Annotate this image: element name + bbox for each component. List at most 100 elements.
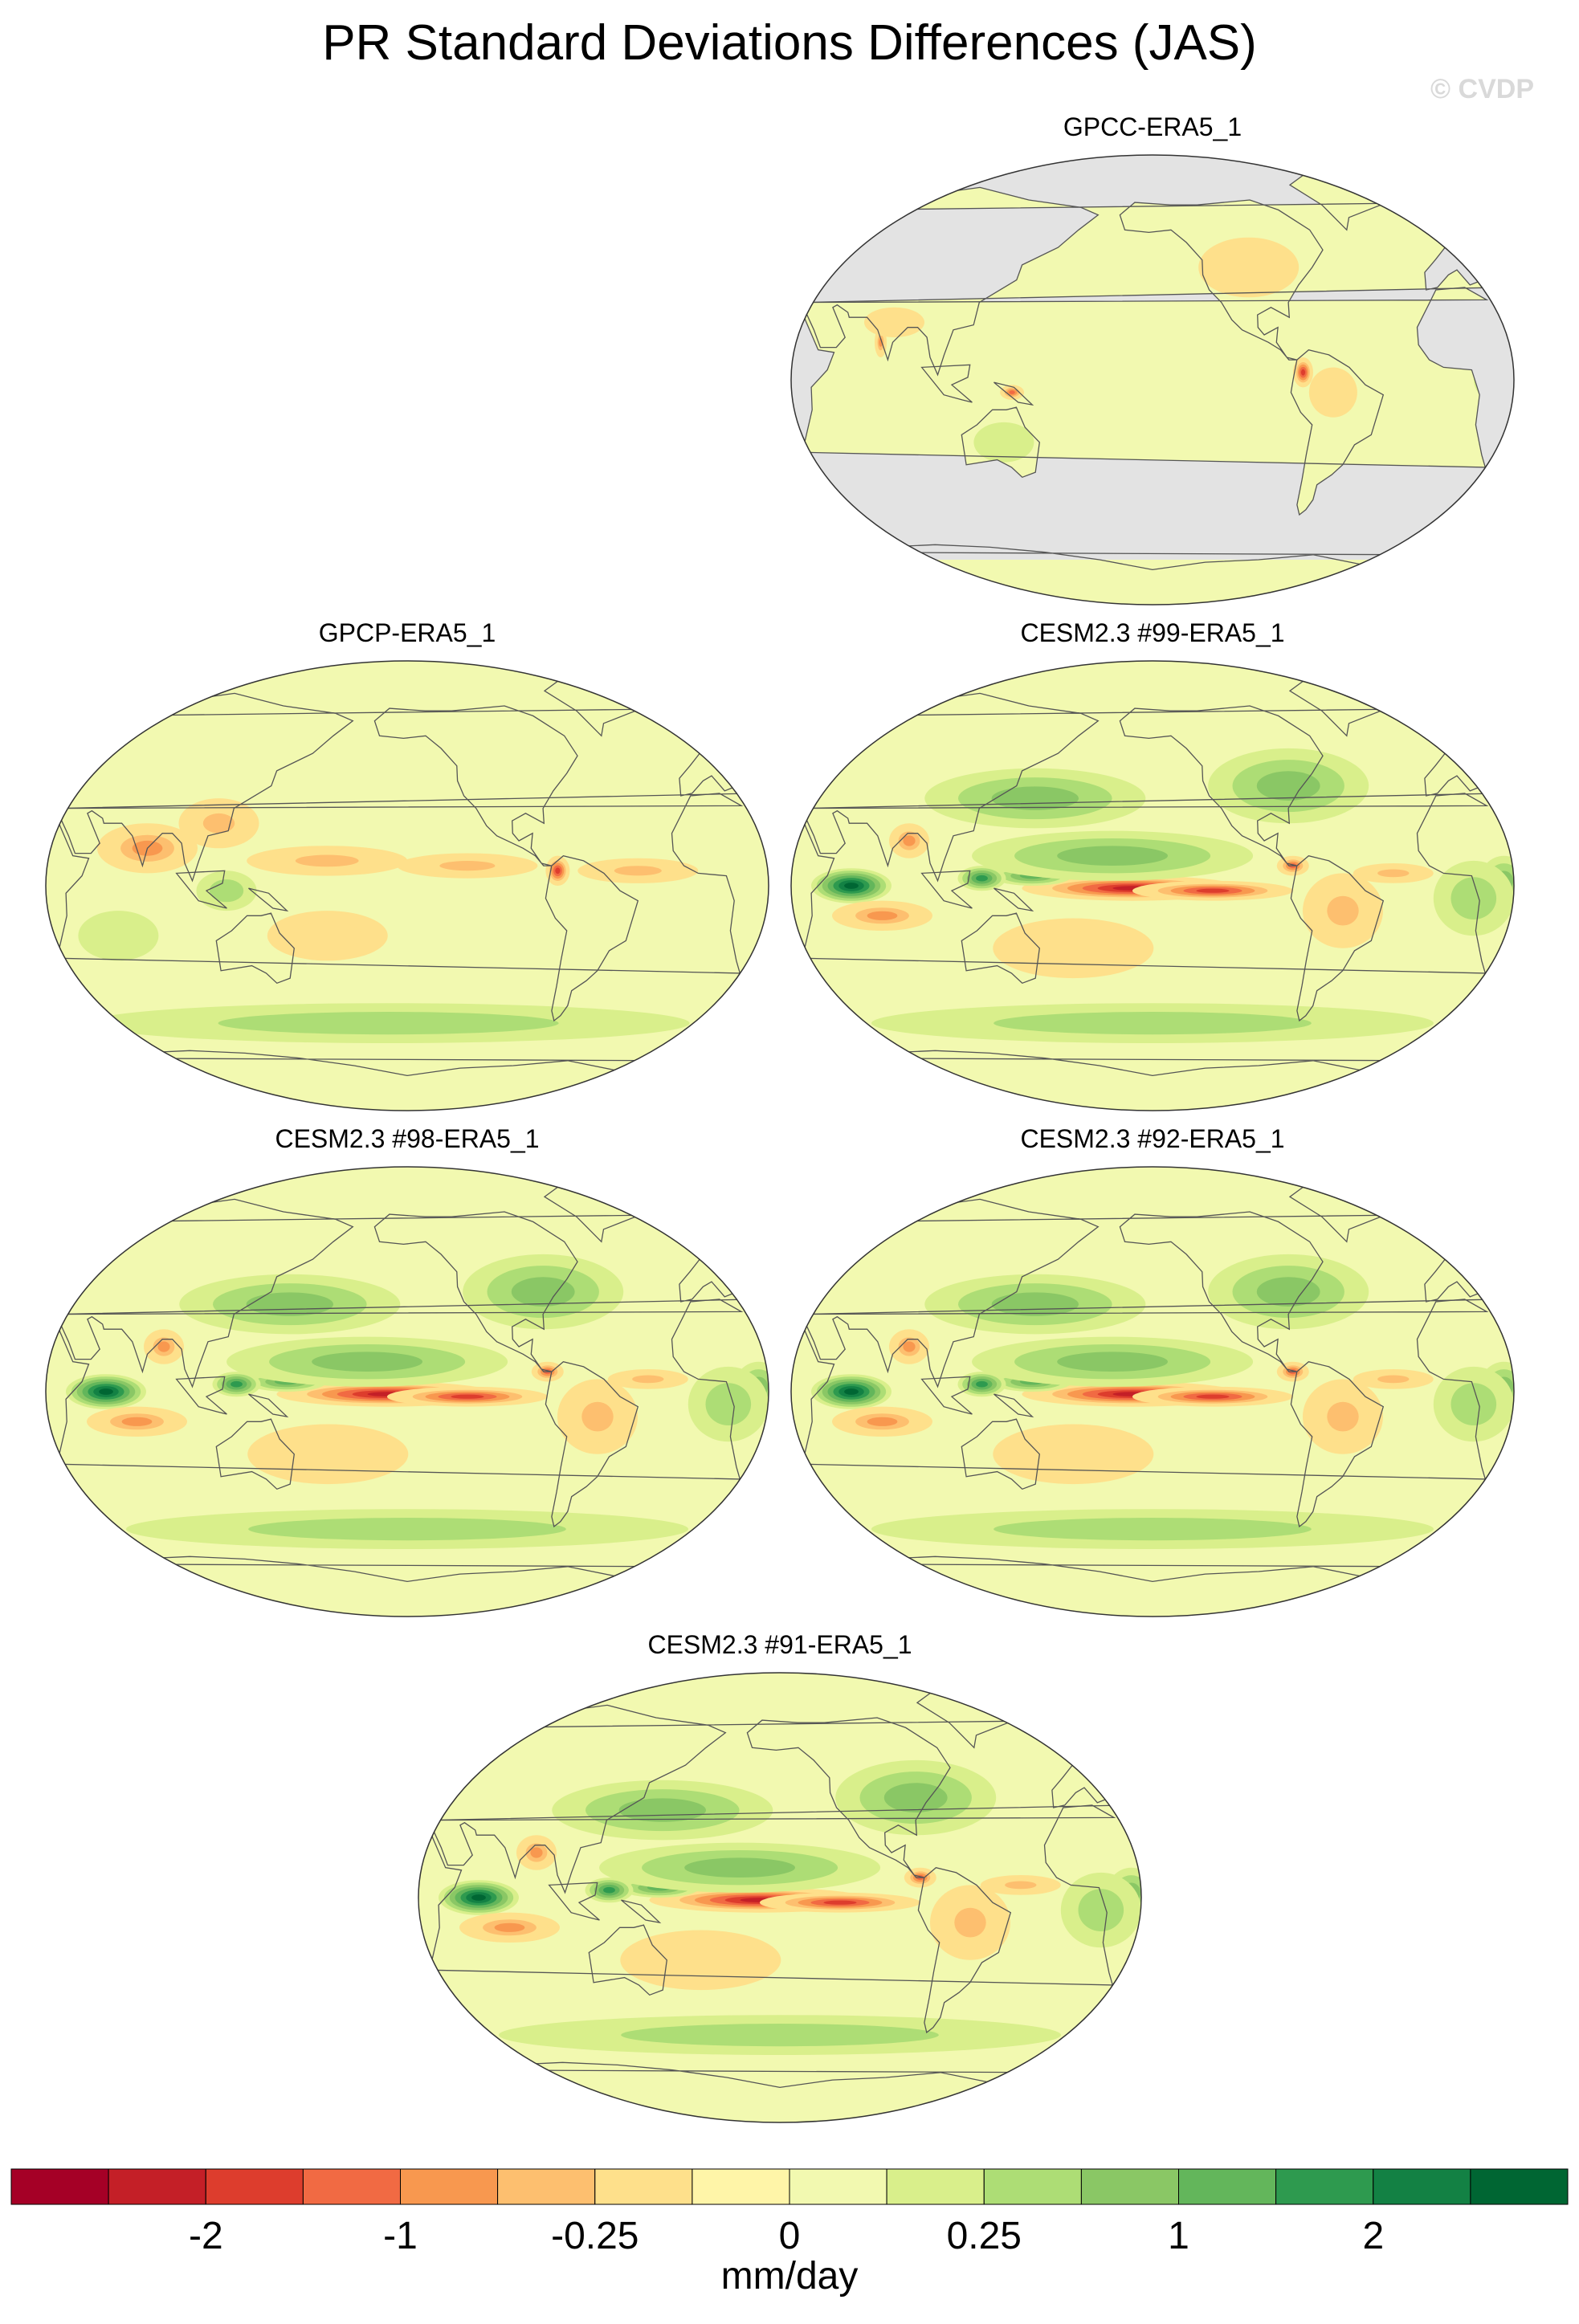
anomaly-contour: [1057, 1352, 1168, 1372]
coastline: [548, 1882, 600, 1921]
coastline: [1290, 1360, 1385, 1528]
anomaly-contour: [867, 1417, 898, 1426]
anomaly-contour: [994, 1012, 1312, 1035]
anomaly-contour: [877, 313, 912, 331]
coastline: [746, 1717, 951, 1878]
anomaly-contour: [844, 883, 859, 889]
anomaly-contour: [994, 1518, 1312, 1541]
anomaly-contour: [1009, 390, 1015, 394]
anomaly-contour: [603, 1886, 615, 1894]
anomaly-contour: [530, 1847, 543, 1858]
anomaly-contour: [867, 911, 898, 920]
figure-title: PR Standard Deviations Differences (JAS): [322, 15, 1257, 71]
anomaly-contour: [1450, 1383, 1497, 1425]
anomaly-contour: [451, 1394, 484, 1399]
coastline: [994, 887, 1034, 912]
map-panel-cesm-92: CESM2.3 #92-ERA5_1: [787, 1124, 1518, 1622]
coastline: [373, 1211, 578, 1372]
coastline: [248, 887, 289, 912]
map-panel-cesm-98: CESM2.3 #98-ERA5_1: [42, 1124, 773, 1622]
coastline: [994, 1393, 1034, 1418]
anomaly-contour: [78, 911, 159, 961]
land-africa: [801, 287, 1487, 467]
anomaly-contour: [883, 1783, 948, 1812]
map-border: [790, 154, 1515, 605]
anomaly-contour: [621, 2024, 939, 2047]
coastline: [545, 854, 639, 1022]
land-indonesia: [921, 365, 973, 402]
map-cesm-91: [418, 1672, 1142, 2123]
colorbar-swatch: [886, 2168, 985, 2205]
coastline: [1290, 854, 1385, 1022]
anomaly-contour: [581, 1401, 614, 1432]
coastline: [961, 912, 1040, 985]
colorbar-swatch: [1080, 2168, 1180, 2205]
anomaly-contour: [976, 1380, 988, 1388]
coastline: [961, 1418, 1040, 1490]
colorbar-swatch: [594, 2168, 693, 2205]
coastline: [427, 1804, 1116, 1986]
anomaly-contour: [684, 1857, 795, 1878]
map-panel-cesm-91: CESM2.3 #91-ERA5_1: [414, 1630, 1145, 2128]
colorbar-swatch: [108, 2168, 206, 2205]
anomaly-contour: [218, 1012, 559, 1035]
coastline: [920, 1376, 973, 1415]
anomaly-contour: [976, 875, 988, 882]
anomaly-contour: [312, 1352, 422, 1372]
colorbar-swatch: [1470, 2168, 1569, 2205]
coastline: [55, 793, 744, 974]
colorbar-tick-label: 1: [1168, 2215, 1189, 2257]
map-border: [45, 1166, 769, 1617]
panel-title: CESM2.3 #92-ERA5_1: [1020, 1124, 1285, 1153]
anomaly-contour: [1256, 1277, 1320, 1307]
coastline: [800, 1299, 1489, 1480]
coastline: [917, 1866, 1012, 2034]
map-border: [790, 660, 1515, 1111]
anomaly-contour: [844, 1388, 859, 1395]
anomaly-contour: [1319, 378, 1347, 407]
anomaly-contour: [202, 813, 235, 834]
colorbar-tick-label: 0: [779, 2215, 801, 2257]
anomaly-contour: [903, 1341, 916, 1352]
land-eurasia: [804, 187, 1500, 375]
anomaly-contour: [99, 1388, 113, 1395]
coastline: [373, 705, 578, 866]
anomaly-contour: [1196, 1394, 1230, 1399]
colorbar-swatch: [789, 2168, 887, 2205]
anomaly-contour: [494, 1922, 525, 1932]
colorbar-label: mm/day: [721, 2255, 859, 2297]
coastline: [55, 1299, 744, 1480]
anomaly-contour: [1377, 869, 1410, 878]
colorbar-swatch: [983, 2168, 1082, 2205]
anomaly-contour: [973, 422, 1034, 463]
coastline: [961, 406, 1040, 479]
anomaly-contour: [1005, 1881, 1037, 1890]
map-gpcp: [45, 660, 769, 1111]
map-panel-gpcc: GPCC-ERA5_1: [787, 112, 1518, 610]
coastline: [175, 870, 227, 909]
colorbar-swatch: [302, 2168, 401, 2205]
colorbar-swatch: [205, 2168, 304, 2205]
panel-title: CESM2.3 #91-ERA5_1: [647, 1630, 912, 1659]
panel-title: CESM2.3 #98-ERA5_1: [275, 1124, 540, 1153]
anomaly-contour: [439, 861, 496, 871]
colorbar-tick-label: 0.25: [947, 2215, 1022, 2257]
colorbar-tick-label: -1: [383, 2215, 418, 2257]
anomaly-contour: [555, 867, 561, 875]
coastline: [215, 1418, 295, 1490]
coastline: [1119, 1211, 1324, 1372]
colorbar-tick-label: 2: [1362, 2215, 1384, 2257]
map-border: [790, 1166, 1515, 1617]
colorbar-swatch: [1373, 2168, 1471, 2205]
anomaly-contour: [1198, 237, 1300, 298]
map-panel-cesm-99: CESM2.3 #99-ERA5_1: [787, 618, 1518, 1116]
colorbar-swatch: [10, 2168, 109, 2205]
colorbar-swatch: [1178, 2168, 1277, 2205]
panel-title: GPCC-ERA5_1: [1063, 112, 1242, 141]
panel-title: CESM2.3 #99-ERA5_1: [1020, 618, 1285, 647]
anomaly-contour: [1256, 771, 1320, 801]
coastline: [1119, 199, 1324, 361]
map-cesm-99: [790, 660, 1515, 1111]
coastline: [1119, 705, 1324, 866]
colorbar-tick-label: -0.25: [551, 2215, 639, 2257]
